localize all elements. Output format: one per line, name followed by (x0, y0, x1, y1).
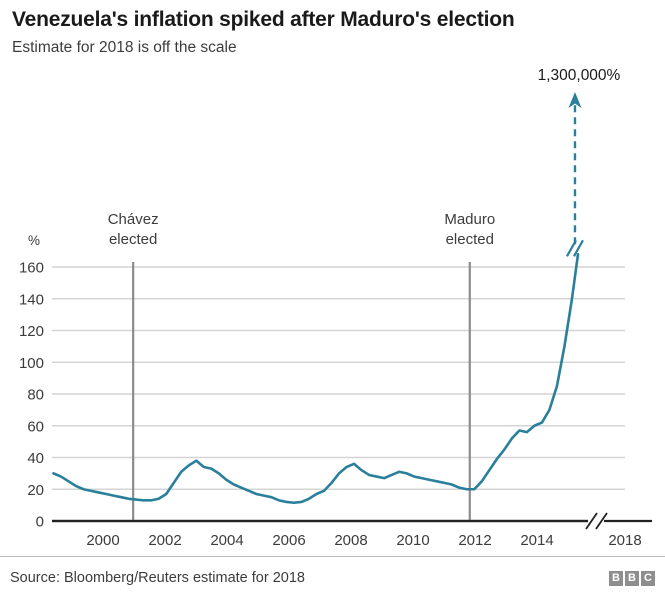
x-axis-tick: 2008 (334, 532, 367, 549)
bbc-logo: B B C (609, 571, 655, 586)
x-axis-tick: 2004 (210, 532, 243, 549)
y-axis-tick: 20 (27, 482, 44, 499)
off-scale-arrow-annotation (566, 92, 584, 257)
x-axis-tick: 2002 (148, 532, 181, 549)
y-axis-tick: 60 (27, 418, 44, 435)
x-axis-tick: 2000 (86, 532, 119, 549)
bbc-logo-letter: B (609, 571, 623, 586)
x-axis-tick: 2012 (458, 532, 491, 549)
event-label-maduro: elected (446, 231, 494, 248)
x-axis-tick: 2018 (608, 532, 641, 549)
x-axis-tick: 2014 (520, 532, 553, 549)
bbc-logo-letter: B (625, 571, 639, 586)
off-scale-value-label: 1,300,000% (538, 67, 621, 84)
event-label-maduro: Maduro (444, 211, 495, 228)
event-marker-lines (132, 262, 471, 521)
gridlines (52, 266, 625, 523)
inflation-line-series (52, 253, 580, 505)
event-label-chavez: elected (109, 231, 157, 248)
y-axis-break-marker (566, 239, 577, 257)
y-axis-tick: 120 (19, 323, 44, 340)
event-marker-labels: Chávez elected Maduro elected (108, 211, 495, 248)
chart-footer: Source: Bloomberg/Reuters estimate for 2… (0, 556, 665, 600)
y-axis-tick: 160 (19, 260, 44, 277)
x-axis-tick: 2010 (396, 532, 429, 549)
bbc-logo-letter: C (641, 571, 655, 586)
y-axis-tick: 0 (36, 514, 44, 531)
page-title: Venezuela's inflation spiked after Madur… (12, 8, 515, 31)
y-axis-tick: 80 (27, 387, 44, 404)
source-note: Source: Bloomberg/Reuters estimate for 2… (10, 570, 305, 586)
x-axis-break-marker (585, 512, 608, 530)
y-axis-break-marker (573, 239, 584, 257)
y-axis-tick: 140 (19, 291, 44, 308)
y-axis-tick: 100 (19, 355, 44, 372)
y-axis-unit-label: % (28, 233, 40, 248)
x-axis-tick: 2006 (272, 532, 305, 549)
y-axis-tick-labels: 0 20 40 60 80 100 120 140 160 (19, 260, 44, 531)
event-label-chavez: Chávez (108, 211, 159, 228)
x-axis-tick-labels: 2000 2002 2004 2006 2008 2010 2012 2014 2018 (86, 532, 641, 549)
arrow-head-icon (568, 92, 582, 108)
y-axis-tick: 40 (27, 450, 44, 467)
chart-subtitle: Estimate for 2018 is off the scale (12, 39, 237, 57)
chart-header: Venezuela's inflation spiked after Madur… (0, 0, 665, 58)
